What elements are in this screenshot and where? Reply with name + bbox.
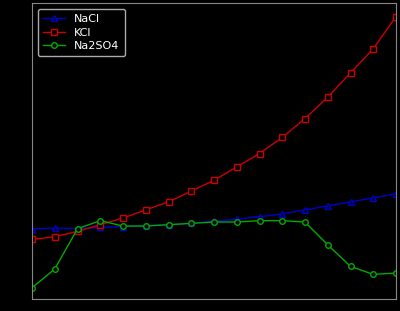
Legend: NaCl, KCl, Na2SO4: NaCl, KCl, Na2SO4 [38, 9, 125, 56]
KCl [75, 230, 80, 233]
NaCl [121, 225, 126, 229]
NaCl [325, 204, 330, 208]
NaCl [371, 196, 376, 200]
NaCl [189, 221, 194, 225]
KCl [52, 235, 57, 239]
KCl [189, 189, 194, 193]
KCl [98, 223, 103, 226]
Na2SO4 [394, 271, 398, 275]
Na2SO4 [257, 219, 262, 223]
Line: KCl: KCl [29, 14, 399, 242]
KCl [371, 47, 376, 51]
KCl [166, 200, 171, 204]
Na2SO4 [280, 219, 285, 223]
Na2SO4 [212, 220, 216, 224]
NaCl [212, 219, 216, 223]
Na2SO4 [325, 243, 330, 247]
KCl [143, 208, 148, 212]
Line: Na2SO4: Na2SO4 [29, 218, 399, 290]
Na2SO4 [234, 220, 239, 224]
Na2SO4 [121, 224, 126, 228]
KCl [121, 216, 126, 220]
KCl [30, 238, 34, 241]
KCl [348, 71, 353, 75]
NaCl [143, 224, 148, 227]
Na2SO4 [303, 220, 308, 224]
Na2SO4 [371, 272, 376, 276]
Na2SO4 [52, 267, 57, 271]
KCl [280, 136, 285, 139]
Na2SO4 [98, 219, 103, 223]
NaCl [257, 215, 262, 219]
Na2SO4 [166, 223, 171, 226]
KCl [257, 152, 262, 156]
KCl [303, 117, 308, 120]
NaCl [234, 217, 239, 221]
Na2SO4 [143, 224, 148, 228]
NaCl [303, 208, 308, 212]
Line: NaCl: NaCl [29, 191, 399, 231]
Na2SO4 [30, 286, 34, 290]
NaCl [52, 226, 57, 230]
Na2SO4 [189, 221, 194, 225]
KCl [234, 165, 239, 169]
KCl [325, 95, 330, 99]
NaCl [280, 212, 285, 216]
NaCl [98, 225, 103, 229]
KCl [394, 15, 398, 18]
NaCl [166, 223, 171, 226]
NaCl [75, 227, 80, 230]
Na2SO4 [348, 264, 353, 268]
KCl [212, 179, 216, 182]
NaCl [30, 227, 34, 230]
Na2SO4 [75, 227, 80, 230]
NaCl [394, 192, 398, 196]
NaCl [348, 200, 353, 204]
